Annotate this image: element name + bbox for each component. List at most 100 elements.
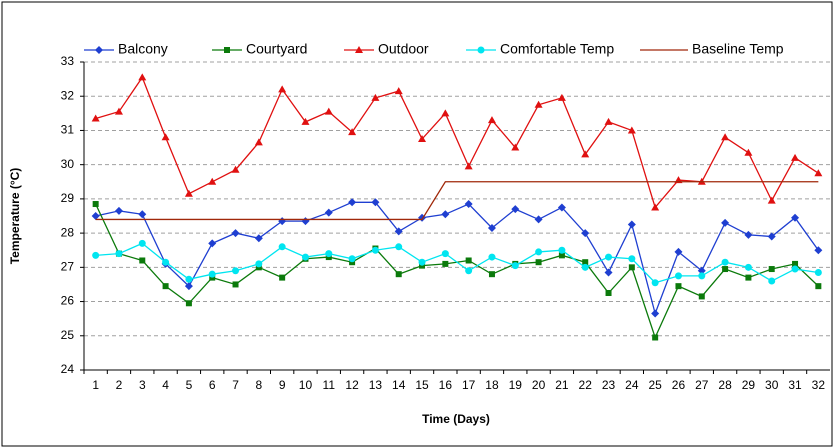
data-point [604, 117, 613, 125]
y-axis-title: Temperature (°C) [8, 168, 22, 265]
data-point [278, 85, 287, 93]
x-axis-title: Time (Days) [422, 412, 490, 426]
data-point [791, 213, 800, 222]
x-tick-label: 21 [555, 378, 569, 392]
data-point [697, 266, 706, 275]
data-point [722, 266, 729, 273]
data-point [557, 93, 566, 101]
data-point [651, 279, 659, 287]
x-tick-label: 15 [415, 378, 429, 392]
data-point [185, 275, 193, 283]
data-point [255, 260, 263, 268]
data-point [92, 201, 99, 208]
data-point [232, 267, 240, 275]
data-point [557, 203, 566, 212]
y-tick-label: 29 [61, 191, 75, 205]
data-point [138, 239, 146, 247]
series-line [95, 181, 819, 221]
data-point [721, 133, 730, 141]
data-point [627, 220, 636, 229]
y-tick-label: 27 [61, 260, 75, 274]
data-point [185, 300, 192, 307]
data-point [792, 260, 799, 267]
legend-marker [477, 46, 485, 54]
data-point [815, 283, 822, 290]
data-point [231, 229, 240, 238]
data-point [604, 268, 613, 277]
x-tick-label: 9 [279, 378, 286, 392]
data-point [278, 243, 286, 251]
data-point [371, 246, 379, 254]
data-point [395, 271, 402, 278]
data-point [511, 262, 519, 270]
x-tick-label: 14 [392, 378, 406, 392]
x-tick-label: 7 [232, 378, 239, 392]
x-tick-label: 28 [718, 378, 732, 392]
data-point [534, 100, 543, 108]
data-point [721, 218, 730, 227]
data-point [558, 252, 565, 259]
data-point [558, 246, 566, 254]
data-point [581, 229, 590, 238]
data-point [441, 210, 450, 219]
data-point [744, 230, 753, 239]
data-point [768, 277, 776, 285]
data-point [138, 73, 147, 81]
data-point [767, 196, 776, 204]
data-point [581, 150, 590, 158]
legend-label: Comfortable Temp [500, 41, 614, 57]
x-tick-label: 8 [256, 378, 263, 392]
x-tick-label: 18 [485, 378, 499, 392]
data-point [91, 212, 100, 220]
data-point [464, 200, 473, 209]
data-point [767, 232, 776, 241]
data-point [534, 215, 543, 224]
y-tick-label: 33 [61, 54, 75, 68]
data-point [92, 251, 100, 259]
data-point [114, 107, 123, 115]
data-point [138, 210, 147, 219]
data-point [324, 107, 333, 115]
data-point [674, 272, 682, 280]
data-point [628, 255, 636, 263]
data-point [511, 205, 520, 214]
data-point [465, 267, 473, 275]
data-point [651, 203, 660, 211]
data-point [254, 234, 263, 243]
data-point [791, 265, 799, 273]
data-point [184, 282, 193, 291]
legend-label: Outdoor [378, 41, 429, 57]
data-point [442, 260, 449, 267]
x-tick-label: 19 [509, 378, 523, 392]
data-point [162, 283, 169, 290]
x-tick-label: 31 [788, 378, 802, 392]
x-tick-label: 23 [602, 378, 616, 392]
data-point [652, 334, 659, 341]
y-tick-label: 24 [61, 362, 75, 376]
x-tick-label: 22 [579, 378, 593, 392]
data-point [418, 258, 426, 266]
data-point [441, 250, 449, 258]
x-tick-label: 3 [139, 378, 146, 392]
x-tick-label: 4 [162, 378, 169, 392]
x-tick-label: 13 [369, 378, 383, 392]
x-tick-label: 2 [116, 378, 123, 392]
data-point [115, 250, 123, 258]
data-point [279, 274, 286, 281]
x-tick-label: 26 [672, 378, 686, 392]
data-point [371, 198, 380, 207]
x-tick-label: 10 [299, 378, 313, 392]
data-point [348, 255, 356, 263]
data-point [488, 271, 495, 278]
x-tick-label: 25 [648, 378, 662, 392]
data-point [675, 283, 682, 290]
data-point [418, 135, 427, 142]
data-point [184, 189, 193, 197]
data-point [91, 114, 100, 122]
data-point [161, 133, 170, 141]
data-point [721, 258, 729, 266]
legend-marker [355, 46, 363, 53]
data-point [395, 243, 403, 251]
data-point [488, 253, 496, 261]
